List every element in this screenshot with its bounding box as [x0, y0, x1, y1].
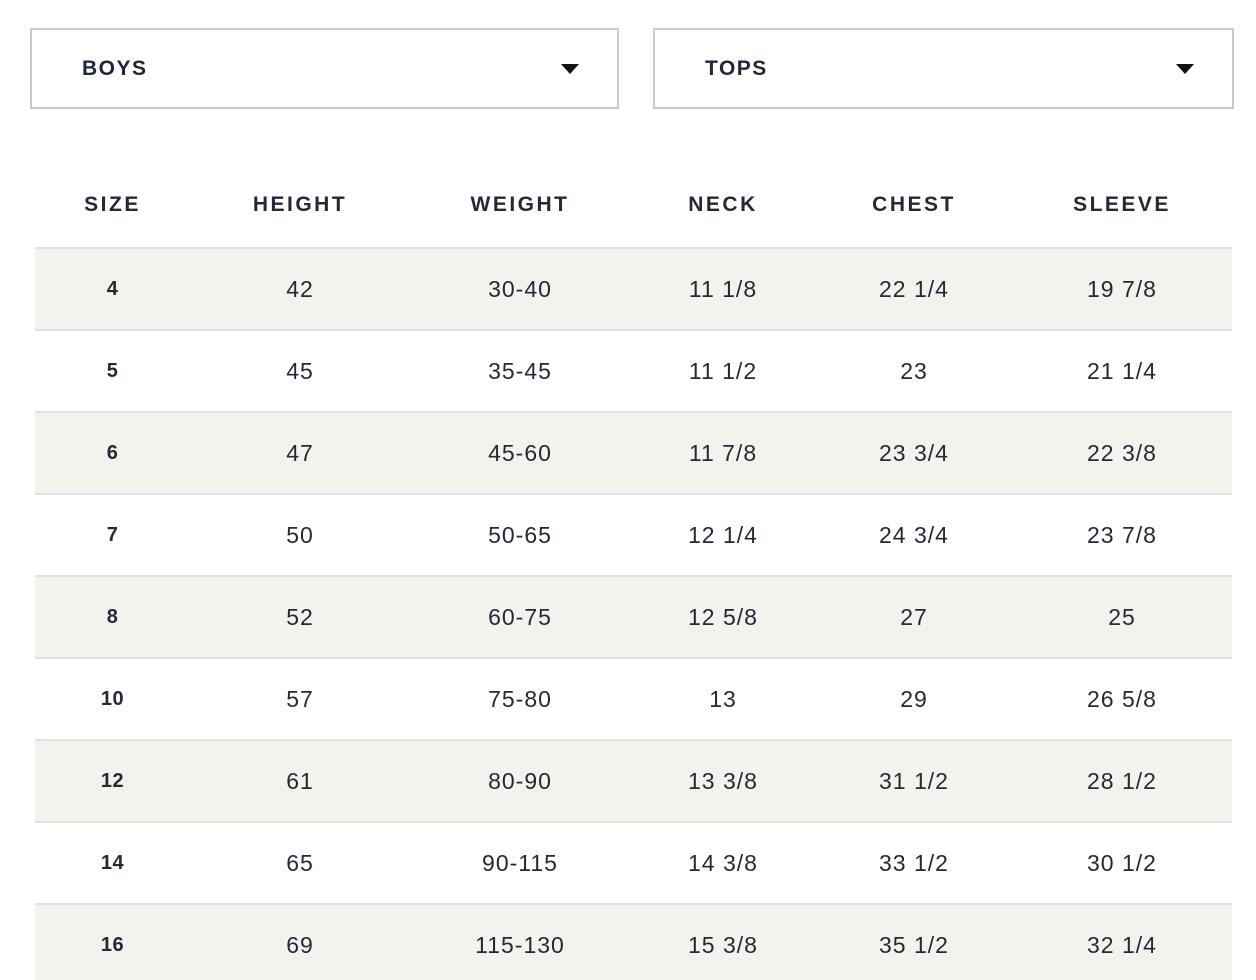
- measurement-cell: 30-40: [488, 275, 552, 302]
- measurement-cell: 45: [286, 357, 314, 384]
- table-row: 6 47 45-60 11 7/8 23 3/4 22 3/8: [35, 412, 1232, 494]
- table-row: 5 45 35-45 11 1/2 23 21 1/4: [35, 330, 1232, 412]
- measurement-cell: 33 1/2: [879, 849, 949, 876]
- measurement-cell: 57: [286, 685, 314, 712]
- chevron-down-icon: [1176, 63, 1194, 74]
- measurement-cell: 23: [900, 357, 928, 384]
- column-header-neck: NECK: [688, 193, 758, 216]
- table-row: 14 65 90-115 14 3/8 33 1/2 30 1/2: [35, 822, 1232, 904]
- gender-select-value: BOYS: [82, 56, 148, 80]
- column-header-height: HEIGHT: [252, 193, 348, 216]
- table-row: 7 50 50-65 12 1/4 24 3/4 23 7/8: [35, 494, 1232, 576]
- gender-select[interactable]: BOYS: [30, 28, 619, 109]
- measurement-cell: 35 1/2: [879, 932, 949, 958]
- measurement-cell: 60-75: [488, 603, 552, 630]
- column-header-size: SIZE: [84, 193, 141, 216]
- size-table-body: 4 42 30-40 11 1/8 22 1/4 19 7/8 5 45 35-45 11 1/2…: [35, 248, 1232, 980]
- table-row: 16 69 115-130 15 3/8 35 1/2 32 1/4: [35, 904, 1232, 980]
- measurement-cell: 75-80: [488, 685, 552, 712]
- measurement-cell: 30 1/2: [1087, 849, 1157, 876]
- measurement-cell: 28 1/2: [1087, 767, 1157, 794]
- measurement-cell: 50-65: [488, 521, 552, 548]
- measurement-cell: 13 3/8: [688, 767, 758, 794]
- table-row: 4 42 30-40 11 1/8 22 1/4 19 7/8: [35, 248, 1232, 330]
- size-cell: 4: [106, 277, 119, 300]
- size-cell: 12: [100, 769, 125, 792]
- measurement-cell: 12 1/4: [688, 521, 758, 548]
- measurement-cell: 61: [286, 767, 314, 794]
- measurement-cell: 65: [286, 849, 314, 876]
- table-row: 12 61 80-90 13 3/8 31 1/2 28 1/2: [35, 740, 1232, 822]
- size-cell: 10: [100, 687, 125, 710]
- measurement-cell: 23 3/4: [879, 439, 949, 466]
- measurement-cell: 25: [1108, 603, 1136, 630]
- measurement-cell: 26 5/8: [1087, 685, 1157, 712]
- measurement-cell: 21 1/4: [1087, 357, 1157, 384]
- measurement-cell: 80-90: [488, 767, 552, 794]
- size-table-head: SIZE HEIGHT WEIGHT NECK CHEST SLEEVE: [35, 163, 1232, 248]
- measurement-cell: 22 3/8: [1087, 439, 1157, 466]
- measurement-cell: 42: [286, 275, 314, 302]
- measurement-cell: 13: [709, 685, 737, 712]
- table-row: 10 57 75-80 13 29 26 5/8: [35, 658, 1232, 740]
- column-header-weight: WEIGHT: [470, 193, 570, 216]
- measurement-cell: 29: [900, 685, 928, 712]
- size-cell: 6: [106, 441, 119, 464]
- measurement-cell: 24 3/4: [879, 521, 949, 548]
- size-table-head-row: SIZE HEIGHT WEIGHT NECK CHEST SLEEVE: [35, 163, 1232, 248]
- measurement-cell: 50: [286, 521, 314, 548]
- column-header-chest: CHEST: [872, 193, 956, 216]
- measurement-cell: 15 3/8: [688, 932, 758, 958]
- measurement-cell: 11 1/8: [688, 275, 758, 302]
- category-select-value: TOPS: [705, 56, 768, 80]
- size-chart-table: SIZE HEIGHT WEIGHT NECK CHEST SLEEVE 4 42 30-40…: [35, 163, 1232, 980]
- size-cell: 8: [106, 605, 119, 628]
- category-select[interactable]: TOPS: [653, 28, 1234, 109]
- measurement-cell: 14 3/8: [688, 849, 758, 876]
- table-row: 8 52 60-75 12 5/8 27 25: [35, 576, 1232, 658]
- measurement-cell: 35-45: [488, 357, 552, 384]
- measurement-cell: 27: [900, 603, 928, 630]
- measurement-cell: 23 7/8: [1087, 521, 1157, 548]
- measurement-cell: 69: [286, 932, 314, 958]
- measurement-cell: 47: [286, 439, 314, 466]
- measurement-cell: 19 7/8: [1087, 275, 1157, 302]
- measurement-cell: 31 1/2: [879, 767, 949, 794]
- measurement-cell: 90-115: [482, 849, 558, 876]
- measurement-cell: 45-60: [488, 439, 552, 466]
- size-cell: 5: [106, 359, 119, 382]
- measurement-cell: 32 1/4: [1087, 932, 1157, 958]
- filter-row: BOYS TOPS: [30, 28, 1234, 109]
- measurement-cell: 11 1/2: [688, 357, 758, 384]
- measurement-cell: 11 7/8: [688, 439, 758, 466]
- size-cell: 7: [106, 523, 119, 546]
- measurement-cell: 22 1/4: [879, 275, 949, 302]
- column-header-sleeve: SLEEVE: [1073, 193, 1171, 216]
- measurement-cell: 52: [286, 603, 314, 630]
- size-cell: 14: [100, 851, 125, 874]
- chevron-down-icon: [561, 63, 579, 74]
- size-cell: 16: [100, 934, 125, 956]
- measurement-cell: 12 5/8: [688, 603, 758, 630]
- measurement-cell: 115-130: [475, 932, 565, 958]
